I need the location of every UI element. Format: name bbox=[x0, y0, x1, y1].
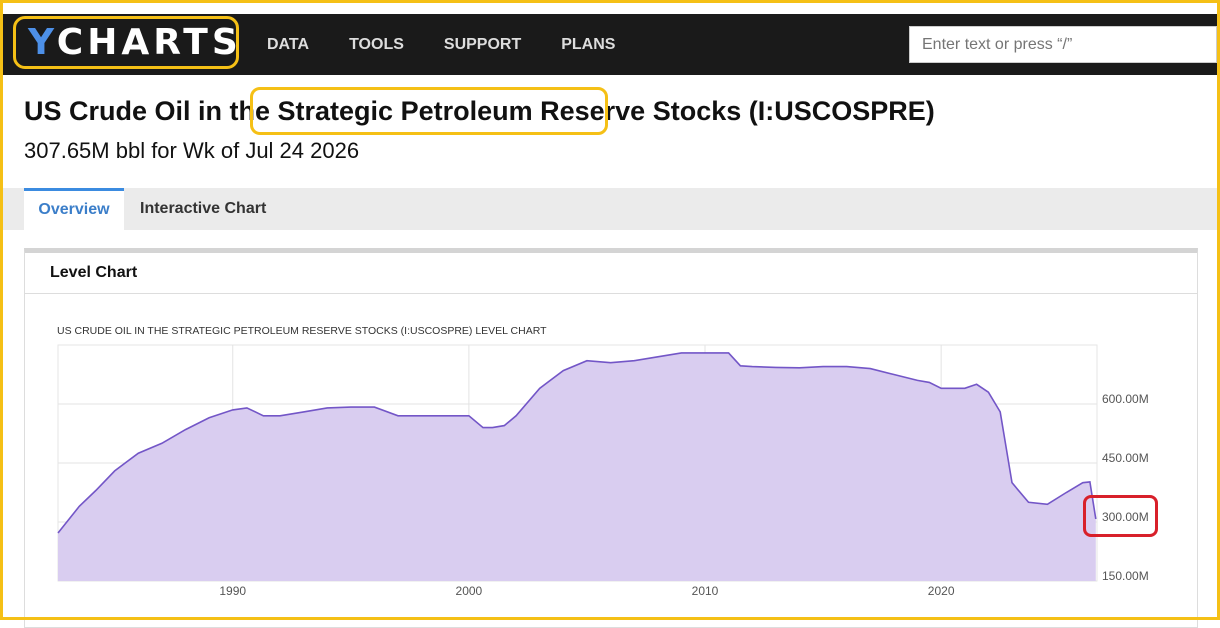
x-tick-label: 2010 bbox=[692, 584, 719, 598]
latest-value-subtitle: 307.65M bbl for Wk of Jul 24 2026 bbox=[24, 138, 360, 163]
title-highlight-annotation bbox=[250, 87, 608, 135]
y-tick-label: 150.00M bbox=[1102, 569, 1149, 583]
nav-tools[interactable]: TOOLS bbox=[349, 35, 404, 53]
main-nav: DATA TOOLS SUPPORT PLANS bbox=[267, 14, 615, 75]
x-tick-label: 2020 bbox=[928, 584, 955, 598]
tab-bar: Overview Interactive Chart bbox=[3, 188, 1217, 230]
title-highlighted-phrase: Strategic Petroleum Reserve bbox=[277, 96, 646, 126]
search-input[interactable] bbox=[909, 26, 1217, 63]
panel-heading: Level Chart bbox=[50, 264, 138, 281]
y-tick-label: 600.00M bbox=[1102, 392, 1149, 406]
y-tick-label: 450.00M bbox=[1102, 451, 1149, 465]
value-highlight-annotation bbox=[1083, 495, 1158, 537]
page-title: US Crude Oil in the Strategic Petroleum … bbox=[24, 96, 935, 127]
axis-labels: 150.00M 300.00M 450.00M 600.00M 1990 2000 2010… bbox=[219, 392, 1148, 598]
tab-interactive-chart[interactable]: Interactive Chart bbox=[140, 200, 267, 217]
ycharts-logo[interactable]: YCHARTS bbox=[13, 16, 239, 69]
logo-y-mark: Y bbox=[28, 22, 57, 63]
x-tick-label: 1990 bbox=[219, 584, 246, 598]
logo-wordmark: CHARTS bbox=[56, 22, 242, 63]
nav-data[interactable]: DATA bbox=[267, 35, 310, 53]
chart-title: US CRUDE OIL IN THE STRATEGIC PETROLEUM … bbox=[57, 325, 547, 337]
top-navigation-bar: YCHARTS DATA TOOLS SUPPORT PLANS bbox=[3, 14, 1217, 75]
title-prefix: US Crude Oil in the bbox=[24, 96, 278, 126]
series-line bbox=[57, 352, 1097, 534]
tab-overview[interactable]: Overview bbox=[24, 188, 124, 230]
x-tick-label: 2000 bbox=[456, 584, 483, 598]
y-tick-label: 300.00M bbox=[1102, 510, 1149, 524]
nav-plans[interactable]: PLANS bbox=[561, 35, 616, 53]
title-suffix: Stocks (I:USCOSPRE) bbox=[645, 96, 935, 126]
panel-header: Level Chart bbox=[25, 253, 1197, 294]
nav-support[interactable]: SUPPORT bbox=[443, 35, 522, 53]
